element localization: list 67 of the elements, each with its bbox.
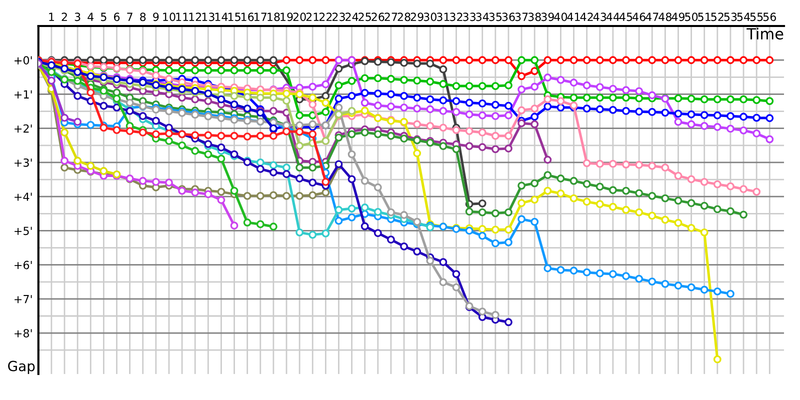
y-tick-label: +6' (14, 260, 32, 270)
y-tick-label: +1' (14, 90, 32, 98)
x-tick-label: 54 (737, 12, 750, 22)
x-tick-label: 48 (658, 12, 672, 22)
y-tick-label: +5' (14, 226, 32, 236)
x-tick-label: 35 (489, 12, 502, 22)
x-tick-label: 45 (619, 12, 632, 22)
x-tick-label: 51 (698, 12, 710, 22)
x-tick-label: 50 (685, 12, 698, 22)
x-tick-label: 24 (346, 12, 358, 21)
x-tick-label: 21 (306, 12, 319, 21)
x-tick-label: 53 (724, 12, 737, 22)
x-tick-label: 28 (398, 12, 410, 22)
x-tick-label: 47 (646, 12, 658, 21)
x-tick-label: 41 (567, 12, 580, 21)
x-tick-label: 12 (189, 12, 202, 21)
x-tick-label: 25 (358, 12, 371, 22)
x-tick-label: 32 (450, 12, 462, 22)
x-axis-title: Time (746, 28, 784, 40)
x-tick-label: 5 (101, 12, 106, 22)
y-tick-label: +0' (14, 56, 32, 64)
x-tick-label: 38 (528, 12, 541, 22)
x-tick-label: 8 (140, 12, 146, 22)
x-tick-label: 17 (254, 12, 266, 21)
x-tick-label: 42 (580, 12, 593, 21)
x-tick-label: 39 (541, 12, 554, 22)
y-tick-label: +4' (14, 192, 32, 201)
x-tick-label: 52 (711, 12, 724, 22)
x-tick-label: 31 (436, 12, 450, 22)
x-tick-label: 16 (241, 12, 254, 22)
x-tick-label: 22 (319, 12, 332, 21)
x-tick-label: 6 (114, 12, 120, 22)
y-tick-label: +7' (14, 295, 32, 304)
x-tick-label: 49 (672, 12, 685, 22)
x-tick-label: 43 (593, 12, 606, 22)
y-tick-label: +2' (14, 124, 32, 133)
y-tick-label: +3' (14, 158, 32, 167)
x-tick-label: 4 (88, 12, 94, 21)
x-tick-label: 3 (74, 12, 80, 22)
x-tick-label: 29 (410, 12, 424, 22)
x-tick-label: 27 (384, 12, 398, 21)
x-tick-label: 26 (372, 12, 384, 22)
x-tick-label: 55 (750, 12, 763, 22)
x-tick-label: 13 (202, 12, 214, 22)
y-axis-title: Gap (8, 360, 35, 374)
x-tick-label: 34 (476, 12, 489, 22)
x-tick-label: 10 (163, 12, 176, 22)
x-tick-label: 14 (215, 12, 228, 21)
x-tick-label: 18 (268, 12, 280, 22)
x-tick-label: 56 (763, 12, 776, 22)
x-tick-label: 23 (332, 12, 345, 22)
x-tick-label: 40 (554, 12, 568, 22)
x-tick-label: 46 (632, 12, 646, 22)
x-tick-label: 9 (153, 12, 159, 22)
x-tick-label: 15 (228, 12, 240, 22)
x-tick-label: 1 (49, 12, 54, 21)
x-tick-label: 20 (293, 12, 306, 22)
x-tick-label: 37 (515, 12, 528, 22)
x-tick-label: 44 (606, 12, 620, 21)
x-tick-label: 19 (280, 12, 293, 22)
x-tick-label: 33 (463, 12, 476, 22)
x-tick-label: 36 (502, 12, 515, 22)
x-tick-label: 30 (424, 12, 436, 22)
y-tick-label: +8' (14, 329, 32, 338)
x-tick-label: 2 (62, 12, 67, 21)
x-tick-label: 7 (127, 12, 132, 21)
x-tick-label: 11 (176, 12, 188, 21)
